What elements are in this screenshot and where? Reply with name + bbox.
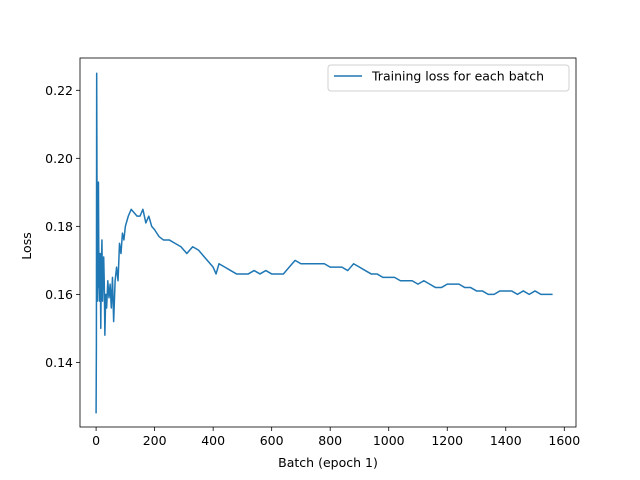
legend-label: Training loss for each batch [371, 69, 544, 84]
x-tick-label: 1000 [373, 433, 405, 448]
x-axis-title: Batch (epoch 1) [278, 455, 378, 470]
x-tick-label: 1400 [490, 433, 522, 448]
x-tick-label: 800 [318, 433, 342, 448]
x-tick-label: 600 [260, 433, 284, 448]
plot-area [79, 57, 577, 428]
x-tick-label: 1200 [431, 433, 463, 448]
y-axis-title: Loss [19, 232, 34, 259]
y-tick-label: 0.14 [45, 355, 73, 370]
axes-frame [79, 57, 577, 428]
y-tick-label: 0.16 [45, 287, 73, 302]
x-tick-label: 1600 [548, 433, 580, 448]
x-axis-ticks: 0 200 400 600 800 1000 1200 1400 1600 [92, 427, 580, 448]
y-axis-ticks: 0.14 0.16 0.18 0.20 0.22 [45, 83, 80, 370]
x-tick-label: 0 [92, 433, 100, 448]
legend: Training loss for each batch [327, 64, 570, 92]
y-tick-label: 0.22 [45, 83, 73, 98]
series-line-0 [95, 72, 553, 414]
y-tick-label: 0.20 [45, 151, 73, 166]
legend-frame [327, 64, 570, 92]
x-tick-label: 200 [143, 433, 167, 448]
y-tick-label: 0.18 [45, 219, 73, 234]
x-tick-label: 400 [201, 433, 225, 448]
